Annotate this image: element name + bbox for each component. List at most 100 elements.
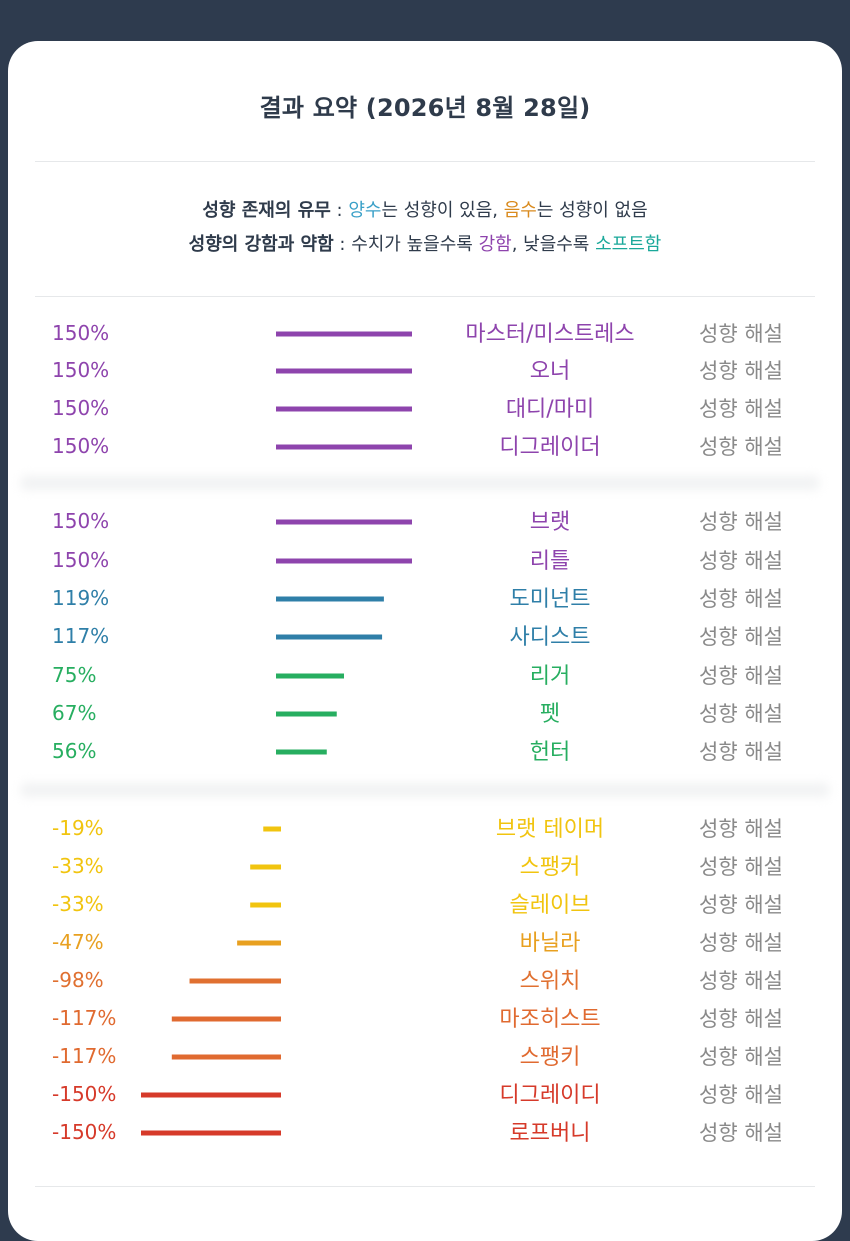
chart-row: 150% 브랫 성향 해설 xyxy=(52,509,783,535)
page-title: 결과 요약 (2026년 8월 28일) xyxy=(259,94,591,122)
legend-strength: 성향의 강함과 약함 : 수치가 높을수록 강함, 낮을수록 소프트함 xyxy=(0,230,850,256)
result-card xyxy=(8,41,842,1241)
row-label: 디그레이디 xyxy=(499,1083,600,1108)
detail-link[interactable]: 성향 해설 xyxy=(699,1121,783,1145)
detail-link[interactable]: 성향 해설 xyxy=(699,1007,783,1031)
legend-negative-text: 는 성향이 없음 xyxy=(536,200,648,221)
legend-strength-mid: , 낮을수록 xyxy=(511,234,596,255)
detail-link[interactable]: 성향 해설 xyxy=(699,1083,783,1107)
detail-link[interactable]: 성향 해설 xyxy=(699,893,783,917)
row-label: 헌터 xyxy=(530,740,570,765)
row-label: 오너 xyxy=(530,359,570,384)
legend-strength-text: 수치가 높을수록 xyxy=(351,234,479,255)
row-percent: 67% xyxy=(52,701,96,725)
detail-link[interactable]: 성향 해설 xyxy=(699,702,783,726)
detail-link[interactable]: 성향 해설 xyxy=(699,664,783,688)
row-percent: -98% xyxy=(52,968,104,992)
row-percent: -150% xyxy=(52,1120,116,1144)
legend-positive-text: 는 성향이 있음, xyxy=(381,200,504,221)
row-label: 마조히스트 xyxy=(499,1007,600,1032)
divider xyxy=(35,1186,815,1187)
legend-strength-key: 성향의 강함과 약함 xyxy=(188,234,334,255)
row-label: 슬레이브 xyxy=(510,893,591,918)
detail-link[interactable]: 성향 해설 xyxy=(699,740,783,764)
detail-link[interactable]: 성향 해설 xyxy=(699,322,783,346)
chart-row: -117% 마조히스트 성향 해설 xyxy=(52,1006,783,1032)
legend-existence: 성향 존재의 유무 : 양수는 성향이 있음, 음수는 성향이 없음 xyxy=(0,196,850,222)
row-percent: 150% xyxy=(52,396,109,420)
row-percent: -33% xyxy=(52,854,104,878)
row-label: 리거 xyxy=(530,664,570,689)
row-percent: 117% xyxy=(52,624,109,648)
row-percent: -19% xyxy=(52,816,104,840)
chart-row: -33% 스팽커 성향 해설 xyxy=(52,854,783,880)
row-percent: 150% xyxy=(52,434,109,458)
divider xyxy=(35,161,815,162)
detail-link[interactable]: 성향 해설 xyxy=(699,510,783,534)
row-percent: -117% xyxy=(52,1006,116,1030)
row-label: 사디스트 xyxy=(510,625,591,650)
group-separator xyxy=(20,476,820,490)
row-percent: -117% xyxy=(52,1044,116,1068)
row-label: 스팽커 xyxy=(520,855,581,880)
row-label: 브랫 테이머 xyxy=(496,817,604,842)
chart-row: 75% 리거 성향 해설 xyxy=(52,663,783,689)
detail-link[interactable]: 성향 해설 xyxy=(699,817,783,841)
legend-soft-word: 소프트함 xyxy=(595,234,662,255)
chart-row: -150% 로프버니 성향 해설 xyxy=(52,1120,783,1146)
chart-row: -47% 바닐라 성향 해설 xyxy=(52,930,783,956)
row-label: 스팽키 xyxy=(520,1045,581,1070)
detail-link[interactable]: 성향 해설 xyxy=(699,435,783,459)
chart-row: -33% 슬레이브 성향 해설 xyxy=(52,892,783,918)
legend-negative-word: 음수 xyxy=(503,200,537,221)
row-label: 리틀 xyxy=(530,549,570,574)
legend-sep: : xyxy=(333,234,352,255)
chart-row: 67% 펫 성향 해설 xyxy=(52,701,783,727)
row-percent: 150% xyxy=(52,358,109,382)
row-label: 마스터/미스트레스 xyxy=(465,322,634,347)
detail-link[interactable]: 성향 해설 xyxy=(699,931,783,955)
chart-row: 150% 대디/마미 성향 해설 xyxy=(52,396,783,422)
row-label: 디그레이더 xyxy=(499,435,600,460)
row-percent: -47% xyxy=(52,930,104,954)
legend-sep: : xyxy=(330,200,349,221)
chart-row: -19% 브랫 테이머 성향 해설 xyxy=(52,816,783,842)
detail-link[interactable]: 성향 해설 xyxy=(699,855,783,879)
row-percent: 75% xyxy=(52,663,96,687)
row-percent: -33% xyxy=(52,892,104,916)
row-percent: 150% xyxy=(52,548,109,572)
detail-link[interactable]: 성향 해설 xyxy=(699,359,783,383)
row-label: 도미넌트 xyxy=(510,587,591,612)
chart-row: 150% 마스터/미스트레스 성향 해설 xyxy=(52,321,783,347)
divider xyxy=(35,296,815,297)
chart-row: -117% 스팽키 성향 해설 xyxy=(52,1044,783,1070)
detail-link[interactable]: 성향 해설 xyxy=(699,969,783,993)
row-percent: 150% xyxy=(52,509,109,533)
row-percent: -150% xyxy=(52,1082,116,1106)
row-label: 대디/마미 xyxy=(506,397,594,422)
legend-strong-word: 강함 xyxy=(478,234,512,255)
chart-row: -98% 스위치 성향 해설 xyxy=(52,968,783,994)
chart-row: -150% 디그레이디 성향 해설 xyxy=(52,1082,783,1108)
chart-row: 150% 오너 성향 해설 xyxy=(52,358,783,384)
row-label: 펫 xyxy=(540,702,560,727)
detail-link[interactable]: 성향 해설 xyxy=(699,587,783,611)
row-percent: 119% xyxy=(52,586,109,610)
detail-link[interactable]: 성향 해설 xyxy=(699,1045,783,1069)
row-label: 로프버니 xyxy=(510,1121,591,1146)
row-label: 스위치 xyxy=(520,969,581,994)
row-label: 브랫 xyxy=(530,510,570,535)
chart-row: 150% 리틀 성향 해설 xyxy=(52,548,783,574)
row-percent: 56% xyxy=(52,739,96,763)
chart-row: 56% 헌터 성향 해설 xyxy=(52,739,783,765)
group-separator xyxy=(20,783,830,797)
row-percent: 150% xyxy=(52,321,109,345)
chart-row: 117% 사디스트 성향 해설 xyxy=(52,624,783,650)
detail-link[interactable]: 성향 해설 xyxy=(699,625,783,649)
row-label: 바닐라 xyxy=(520,931,581,956)
legend-positive-word: 양수 xyxy=(348,200,382,221)
chart-row: 119% 도미넌트 성향 해설 xyxy=(52,586,783,612)
detail-link[interactable]: 성향 해설 xyxy=(699,397,783,421)
detail-link[interactable]: 성향 해설 xyxy=(699,549,783,573)
